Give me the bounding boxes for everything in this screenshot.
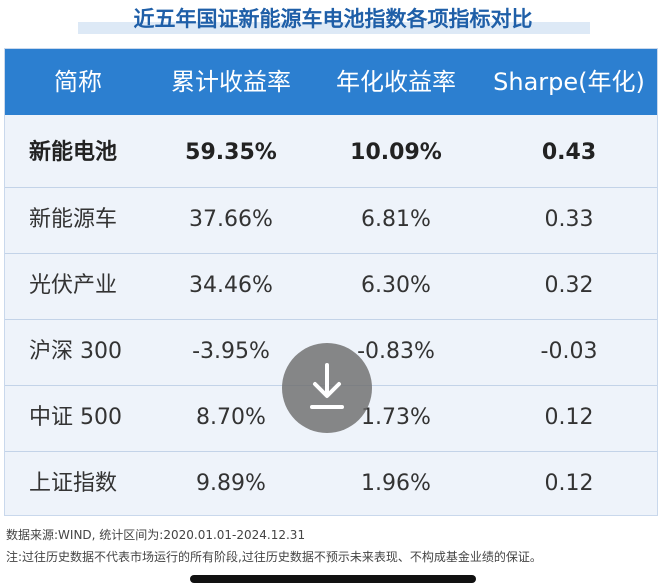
title-highlight	[78, 22, 590, 34]
header-sharpe: Sharpe(年化)	[493, 68, 645, 96]
cell-cumulative: 37.66%	[189, 207, 273, 232]
disclaimer-note: 注:过往历史数据不代表市场运行的所有阶段,过往历史数据不预示未来表现、不构成基金…	[6, 550, 542, 564]
page-title: 近五年国证新能源车电池指数各项指标对比	[133, 7, 533, 31]
cell-name: 中证 500	[29, 405, 122, 430]
cell-name: 沪深 300	[29, 339, 122, 364]
cell-name: 光伏产业	[29, 273, 118, 298]
cell-sharpe: 0.33	[544, 207, 594, 232]
cell-annualized: -0.83%	[357, 339, 435, 364]
table-row: 中证 500 8.70% 1.73% 0.12	[5, 386, 657, 450]
table-header: 简称 累计收益率 年化收益率 Sharpe(年化)	[5, 49, 657, 115]
cell-annualized: 6.81%	[361, 207, 431, 232]
cell-cumulative: 59.35%	[185, 140, 277, 165]
cell-sharpe: 0.12	[544, 405, 594, 430]
cell-cumulative: 34.46%	[189, 273, 273, 298]
cell-sharpe: 0.12	[544, 471, 594, 496]
cell-sharpe: 0.43	[541, 140, 597, 165]
row-divider	[5, 451, 657, 452]
cell-cumulative: 8.70%	[196, 405, 266, 430]
cell-annualized: 10.09%	[350, 140, 442, 165]
cell-name: 新能电池	[29, 140, 118, 165]
header-cumulative-return: 累计收益率	[171, 68, 291, 96]
table-row: 沪深 300 -3.95% -0.83% -0.03	[5, 320, 657, 384]
cell-annualized: 6.30%	[361, 273, 431, 298]
cell-name: 上证指数	[29, 471, 118, 496]
row-divider	[5, 187, 657, 188]
row-divider	[5, 319, 657, 320]
home-indicator[interactable]	[190, 575, 476, 583]
header-name: 简称	[54, 68, 102, 96]
download-icon	[310, 363, 344, 409]
row-divider	[5, 253, 657, 254]
data-source-note: 数据来源:WIND, 统计区间为:2020.01.01-2024.12.31	[6, 528, 306, 542]
cell-sharpe: 0.32	[544, 273, 594, 298]
cell-annualized: 1.96%	[361, 471, 431, 496]
cell-name: 新能源车	[29, 207, 118, 232]
cell-cumulative: 9.89%	[196, 471, 266, 496]
table-row: 上证指数 9.89% 1.96% 0.12	[5, 452, 657, 516]
table-row: 新能电池 59.35% 10.09% 0.43	[5, 121, 657, 185]
table-row: 新能源车 37.66% 6.81% 0.33	[5, 188, 657, 252]
cell-sharpe: -0.03	[540, 339, 598, 364]
comparison-table: 简称 累计收益率 年化收益率 Sharpe(年化) 新能电池 59.35% 10…	[4, 48, 658, 516]
cell-annualized: 1.73%	[361, 405, 431, 430]
header-annualized-return: 年化收益率	[336, 68, 456, 96]
download-button[interactable]	[282, 343, 372, 433]
table-row: 光伏产业 34.46% 6.30% 0.32	[5, 254, 657, 318]
cell-cumulative: -3.95%	[192, 339, 270, 364]
